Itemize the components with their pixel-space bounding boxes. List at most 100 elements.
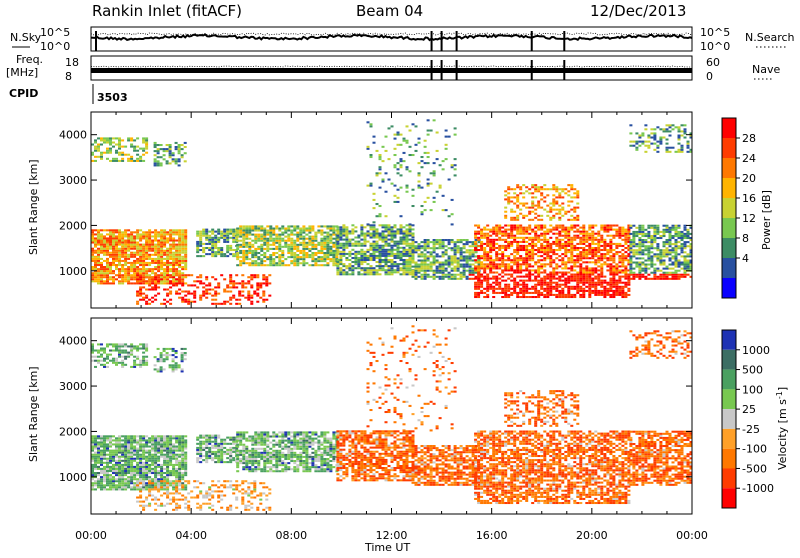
power-cell [525, 207, 528, 209]
power-cell [591, 267, 594, 269]
power-cell [391, 251, 394, 253]
power-cell [403, 271, 406, 273]
power-cell [618, 229, 621, 231]
power-cell [236, 252, 239, 254]
power-cell [163, 280, 166, 282]
power-cell [454, 270, 457, 272]
power-cell [391, 267, 394, 269]
power-cell [394, 261, 397, 263]
power-cell [106, 258, 109, 260]
power-cell [656, 270, 659, 272]
power-cell [540, 188, 543, 190]
power-cell [241, 282, 244, 284]
power-cell [382, 146, 385, 148]
power-cell [528, 265, 531, 267]
power-cell [555, 288, 558, 290]
power-cbar-swatch [722, 198, 736, 218]
power-cell [317, 264, 320, 266]
power-cell [675, 243, 678, 245]
power-cell [336, 230, 339, 232]
power-cell [370, 249, 373, 251]
power-cell [275, 252, 278, 254]
power-cell [513, 188, 516, 190]
power-cell [202, 291, 205, 293]
power-cell [495, 239, 498, 241]
power-cell [202, 251, 205, 253]
power-cell [403, 263, 406, 265]
power-cell [97, 237, 100, 239]
power-cell [531, 211, 534, 213]
power-cell [100, 229, 103, 231]
power-cell [638, 268, 641, 270]
power-cell [504, 286, 507, 288]
velocity-cell [94, 446, 97, 448]
power-cell [582, 267, 585, 269]
power-cell [364, 255, 367, 257]
power-cell [540, 243, 543, 245]
power-cell [430, 253, 433, 255]
power-cell [205, 233, 208, 235]
power-cell [336, 249, 339, 251]
power-cell [638, 278, 641, 280]
power-cell [573, 286, 576, 288]
power-cell [675, 276, 678, 278]
power-cell [232, 235, 235, 237]
power-cell [424, 146, 427, 148]
power-cell [474, 288, 477, 290]
power-cell [151, 250, 154, 252]
power-cell [211, 303, 214, 305]
power-cell [534, 284, 537, 286]
power-cell [561, 274, 564, 276]
power-cell [439, 272, 442, 274]
power-cell [669, 274, 672, 276]
power-cell [163, 242, 166, 244]
power-cell [579, 288, 582, 290]
power-cell [364, 233, 367, 235]
power-cell [148, 240, 151, 242]
power-cell [638, 241, 641, 243]
power-cell [439, 276, 442, 278]
power-cell [226, 247, 229, 249]
power-cell [163, 231, 166, 233]
power-cell [463, 260, 466, 262]
power-cell [360, 273, 363, 275]
power-cell [157, 240, 160, 242]
power-cell [348, 233, 351, 235]
power-cell [606, 245, 609, 247]
power-cell [172, 237, 175, 239]
power-cell [537, 205, 540, 207]
power-cell [644, 141, 647, 143]
power-cell [510, 196, 513, 198]
power-cell [157, 276, 160, 278]
power-cell [109, 272, 112, 274]
power-cell [97, 231, 100, 233]
power-cell [498, 227, 501, 229]
power-cell [394, 271, 397, 273]
power-cell [495, 247, 498, 249]
power-cell [223, 241, 226, 243]
power-cell [477, 239, 480, 241]
power-cell [336, 235, 339, 237]
power-cell [522, 296, 525, 298]
power-cell [653, 247, 656, 249]
power-cell [127, 235, 130, 237]
power-cell [136, 282, 139, 284]
power-cell [573, 237, 576, 239]
power-cell [394, 134, 397, 136]
power-cell [254, 256, 257, 258]
power-cell [549, 292, 552, 294]
power-cell [139, 246, 142, 248]
power-cell [354, 267, 357, 269]
power-cell [448, 272, 451, 274]
power-cell [223, 239, 226, 241]
power-cell [510, 261, 513, 263]
power-cell [305, 262, 308, 264]
power-cell [172, 280, 175, 282]
power-cell [632, 262, 635, 264]
power-cell [253, 291, 256, 293]
power-cell [100, 252, 103, 254]
power-cell [612, 290, 615, 292]
power-cell [357, 241, 360, 243]
power-cell [388, 179, 391, 181]
power-cell [133, 278, 136, 280]
